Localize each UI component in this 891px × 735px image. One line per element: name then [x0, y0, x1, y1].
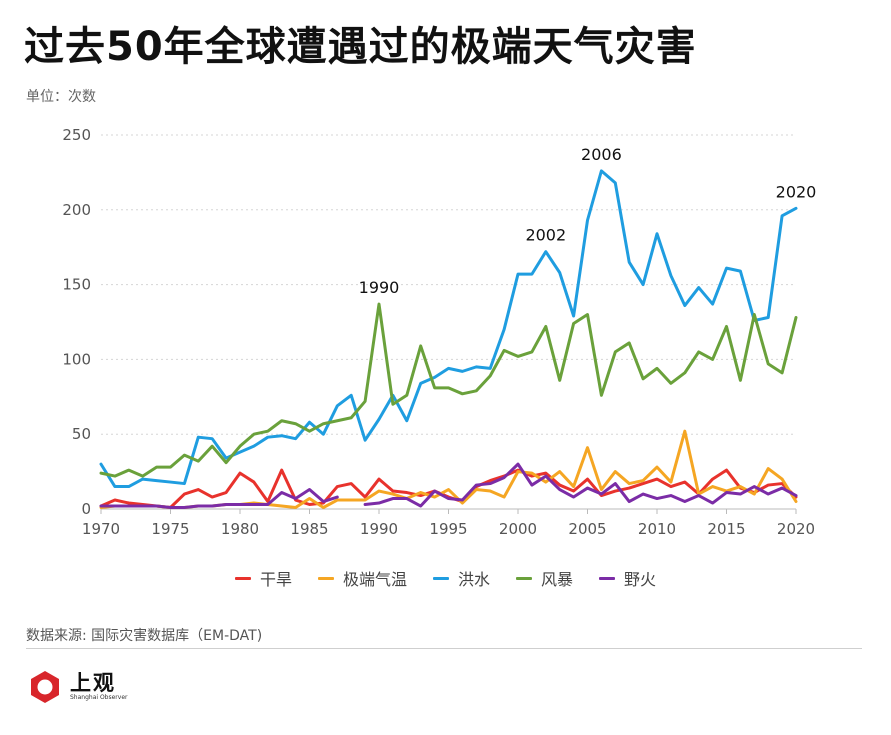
x-tick-label: 2010 — [638, 520, 676, 538]
data-source: 数据来源: 国际灾害数据库（EM-DAT) — [26, 628, 263, 644]
chart-legend: 干旱 极端气温 洪水 风暴 野火 — [0, 566, 891, 590]
series-line-2 — [99, 169, 798, 489]
series-line-4 — [99, 462, 798, 509]
y-tick-label: 150 — [62, 276, 91, 294]
x-tick-label: 2015 — [707, 520, 745, 538]
x-tick-label: 1990 — [360, 520, 398, 538]
peak-annotation: 2006 — [581, 145, 622, 164]
footer-divider — [26, 648, 862, 649]
legend-item-0: 干旱 — [234, 566, 292, 590]
x-tick-label: 1995 — [429, 520, 467, 538]
peak-annotation: 1990 — [359, 278, 400, 297]
legend-label: 风暴 — [541, 570, 574, 589]
legend-swatch — [432, 576, 449, 580]
chart-title: 过去50年全球遭遇过的极端天气灾害 — [24, 24, 697, 70]
logo-name-cn: 上观 — [70, 671, 116, 695]
axis-layer: 0 50 100 150 200 250 1970 1975 1980 1985 1990 1995 2… — [62, 126, 815, 538]
x-tick-label: 1980 — [221, 520, 259, 538]
peak-annotation: 2002 — [525, 226, 566, 245]
legend-swatch — [234, 576, 251, 580]
x-tick-label: 2005 — [568, 520, 606, 538]
series-layer — [99, 169, 798, 509]
y-tick-label: 50 — [72, 425, 91, 443]
grid-layer — [101, 134, 796, 435]
x-tick-label: 1985 — [290, 520, 328, 538]
unit-label: 单位：次数 — [26, 89, 96, 105]
peak-annotation: 2020 — [776, 182, 817, 201]
legend-label: 干旱 — [259, 570, 292, 589]
x-tick-label: 1975 — [151, 520, 189, 538]
x-tick-label: 2020 — [777, 520, 815, 538]
annotation-layer: 1990 2002 2006 2020 — [359, 145, 817, 297]
legend-label: 野火 — [624, 570, 657, 589]
series-line-3 — [99, 302, 798, 478]
legend-label: 极端气温 — [342, 570, 407, 589]
legend-item-4: 野火 — [599, 566, 656, 590]
legend-item-2: 洪水 — [432, 566, 490, 590]
y-tick-label: 200 — [62, 201, 91, 219]
x-tick-label: 2000 — [499, 520, 537, 538]
y-tick-label: 0 — [81, 500, 91, 518]
legend-label: 洪水 — [457, 570, 490, 589]
y-tick-label: 250 — [62, 126, 91, 144]
x-tick-label: 1970 — [82, 520, 120, 538]
legend-swatch — [317, 576, 334, 580]
logo-name-en: Shanghai Observer — [70, 694, 128, 701]
y-tick-label: 100 — [62, 350, 91, 368]
line-chart: 0 50 100 150 200 250 1970 1975 1980 1985 1990 1995 2… — [62, 126, 817, 538]
legend-item-3: 风暴 — [516, 566, 573, 590]
hexagon-ring-logo-icon — [28, 670, 62, 704]
legend-item-1: 极端气温 — [317, 566, 407, 590]
legend-swatch — [599, 576, 616, 580]
legend-swatch — [516, 576, 532, 580]
publisher-logo: 上观 Shanghai Observer — [28, 670, 127, 704]
